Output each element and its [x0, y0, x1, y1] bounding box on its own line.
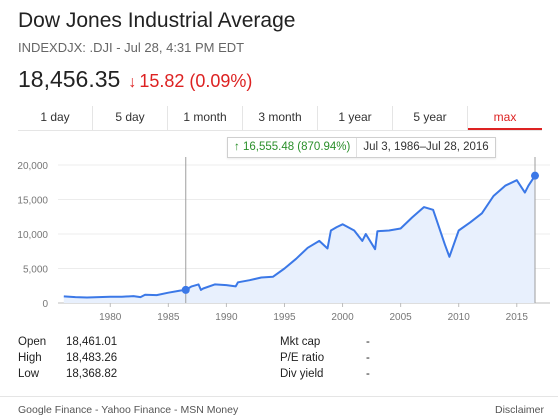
- up-arrow-icon: ↑: [234, 141, 240, 153]
- ticker-subtitle: INDEXDJX: .DJI - Jul 28, 4:31 PM EDT: [18, 40, 245, 55]
- price-chart[interactable]: 0 5,000 10,000 15,000 20,000 1980 1985 1990 1995…: [0, 150, 558, 325]
- series-line: [63, 175, 536, 299]
- quote-row: 18,456.35 ↓ 15.82 (0.09%): [18, 66, 252, 94]
- page-title: Dow Jones Industrial Average: [18, 9, 296, 32]
- stats-left: Open 18,461.01 High 18,483.26 Low 18,368.82: [18, 336, 117, 384]
- footer-divider: [0, 396, 558, 397]
- tab-1-year[interactable]: 1 year: [318, 106, 393, 130]
- stats-right: Mkt cap - P/E ratio - Div yield -: [280, 336, 370, 384]
- tab-1-day[interactable]: 1 day: [18, 106, 93, 130]
- stat-mkt-cap: Mkt cap -: [280, 336, 370, 348]
- range-dates: Jul 3, 1986–Jul 28, 2016: [363, 141, 489, 153]
- current-price: 18,456.35: [18, 66, 121, 92]
- x-tick-label: 1985: [157, 312, 180, 323]
- down-arrow-icon: ↓: [128, 74, 137, 91]
- selection-start-point: [181, 285, 190, 294]
- stat-open: Open 18,461.01: [18, 336, 118, 348]
- y-tick-label: 20,000: [17, 161, 48, 172]
- y-tick-label: 0: [42, 299, 48, 310]
- x-tick-label: 2015: [506, 312, 529, 323]
- range-gain: ↑ 16,555.48 (870.94%): [228, 138, 358, 157]
- price-change: ↓ 15.82 (0.09%): [128, 71, 252, 92]
- tab-3-month[interactable]: 3 month: [243, 106, 318, 130]
- y-tick-label: 15,000: [17, 196, 48, 207]
- range-tooltip: ↑ 16,555.48 (870.94%) Jul 3, 1986–Jul 28…: [227, 137, 496, 158]
- stat-low: Low 18,368.82: [18, 368, 118, 380]
- range-tabs: 1 day 5 day 1 month 3 month 1 year 5 yea…: [18, 106, 542, 131]
- y-tick-label: 10,000: [17, 230, 48, 241]
- tab-1-month[interactable]: 1 month: [168, 106, 243, 130]
- x-tick-label: 2010: [448, 312, 471, 323]
- range-gain-value: 16,555.48 (870.94%): [242, 141, 351, 153]
- area-fill: [63, 175, 536, 303]
- x-tick-label: 1995: [273, 312, 296, 323]
- x-tick-label: 2000: [331, 312, 354, 323]
- stat-div-yield: Div yield -: [280, 368, 370, 380]
- data-sources[interactable]: Google Finance - Yahoo Finance - MSN Mon…: [18, 404, 239, 416]
- stat-pe-ratio: P/E ratio -: [280, 352, 370, 364]
- tab-max[interactable]: max: [468, 106, 542, 130]
- selection-end-point: [531, 171, 540, 180]
- y-tick-label: 5,000: [23, 265, 48, 276]
- tab-5-year[interactable]: 5 year: [393, 106, 468, 130]
- disclaimer-link[interactable]: Disclaimer: [494, 404, 544, 416]
- tab-5-day[interactable]: 5 day: [93, 106, 168, 130]
- stat-high: High 18,483.26: [18, 352, 118, 364]
- x-tick-label: 2005: [390, 312, 413, 323]
- x-tick-label: 1980: [99, 312, 122, 323]
- x-tick-label: 1990: [215, 312, 238, 323]
- price-change-value: 15.82 (0.09%): [139, 71, 253, 91]
